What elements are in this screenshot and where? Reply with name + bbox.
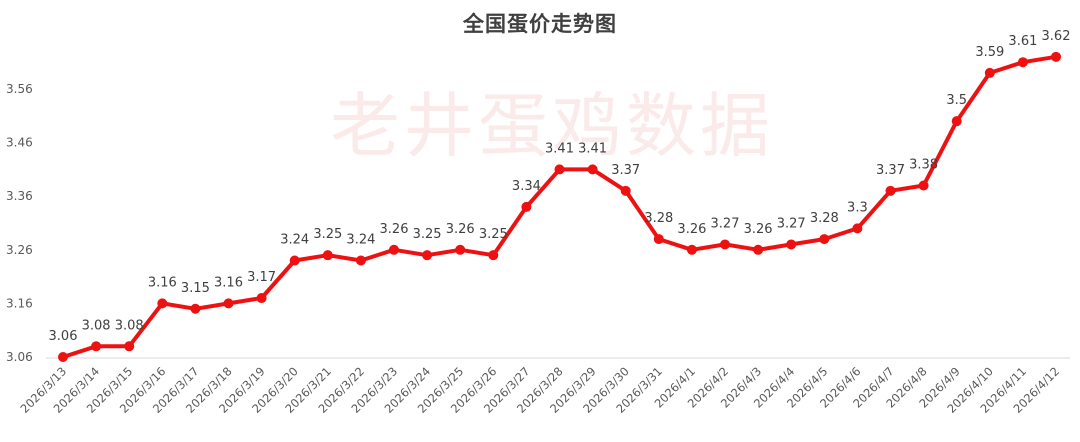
data-label: 3.06 [49,329,78,344]
data-label: 3.5 [946,93,967,108]
watermark: 老井蛋鸡数据 [330,85,774,167]
data-label: 3.08 [115,318,144,333]
data-label: 3.26 [744,222,773,237]
data-point [157,298,168,309]
data-point [819,234,830,245]
data-point [322,250,333,261]
data-point [852,223,863,234]
data-point [58,352,68,362]
data-label: 3.28 [644,211,673,226]
data-point [984,67,995,78]
data-label: 3.26 [380,222,409,237]
data-point [355,255,366,266]
data-point [521,201,532,212]
data-point [223,298,234,309]
data-point [885,185,896,196]
data-label: 3.24 [280,233,309,248]
data-point [455,244,466,255]
data-point [488,250,499,261]
data-point [554,164,565,175]
data-point [918,180,929,191]
data-point [686,244,697,255]
data-label: 3.34 [512,179,541,194]
data-label: 3.25 [313,227,342,242]
data-label: 3.62 [1042,29,1071,44]
data-label: 3.41 [578,141,607,156]
data-label: 3.37 [611,163,640,178]
data-point [91,341,102,352]
data-label: 3.25 [479,227,508,242]
data-point [1017,57,1028,68]
data-point [753,244,764,255]
data-label: 3.16 [214,275,243,290]
data-label: 3.41 [545,141,574,156]
data-point [256,293,267,304]
y-tick-label: 3.26 [6,243,33,257]
data-label: 3.59 [975,45,1004,60]
data-label: 3.28 [810,211,839,226]
series-line [61,54,1058,359]
y-tick-label: 3.16 [6,296,33,310]
data-label: 3.26 [446,222,475,237]
data-point [124,341,135,352]
data-point [289,255,300,266]
data-label: 3.27 [711,216,740,231]
data-point [389,244,399,255]
data-point [587,164,598,175]
chart-title: 全国蛋价走势图 [463,12,617,36]
data-point [951,116,962,127]
data-point [620,185,631,196]
y-tick-label: 3.46 [6,136,33,150]
data-label: 3.61 [1008,34,1037,49]
y-tick-label: 3.36 [6,189,33,203]
data-label: 3.27 [777,216,806,231]
data-point [786,239,797,250]
data-label: 3.08 [82,318,111,333]
data-label: 3.15 [181,281,210,296]
y-tick-label: 3.56 [6,82,33,96]
data-label: 3.17 [247,270,276,285]
y-tick-label: 3.06 [6,350,33,364]
data-point [720,239,730,250]
data-label: 3.24 [346,233,375,248]
data-label: 3.37 [876,163,905,178]
data-point [653,234,664,245]
data-point [422,250,433,261]
data-label: 3.26 [677,222,706,237]
data-label: 3.3 [847,200,868,215]
data-label: 3.16 [148,275,177,290]
data-point [1051,51,1061,62]
data-point [190,303,201,314]
data-label: 3.25 [413,227,442,242]
data-label: 3.38 [909,157,938,172]
